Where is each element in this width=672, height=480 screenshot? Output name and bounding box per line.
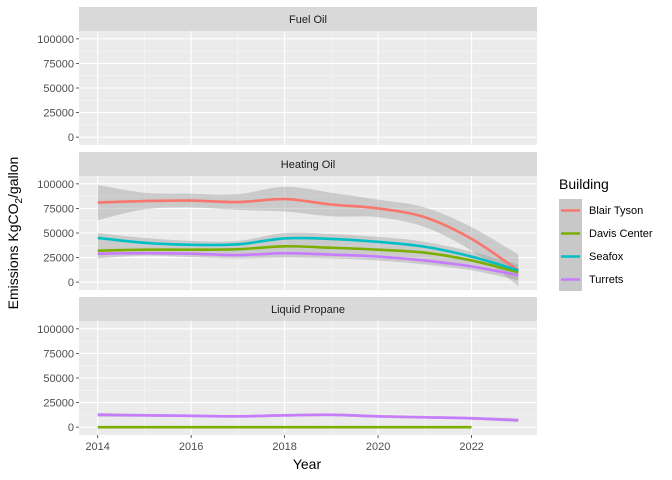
series-line-seafox (97, 236, 519, 272)
series-line-turrets (97, 413, 519, 422)
x-tick-label: 2014 (85, 441, 109, 453)
y-tick-label: 50000 (43, 83, 74, 95)
legend-items: Blair Tyson Davis Center Seafox Turrets (559, 199, 653, 291)
legend-label: Seafox (589, 251, 624, 263)
y-tick-label: 50000 (43, 228, 74, 240)
y-tick-label: 25000 (43, 398, 74, 410)
y-tick-label: 75000 (43, 58, 74, 70)
y-axis-title: Emissions KgCO2/gallon (5, 157, 25, 310)
strip-liquid-propane (79, 297, 537, 321)
x-axis: 2014 2016 2018 2020 2022 (85, 435, 484, 453)
legend-label: Davis Center (589, 228, 653, 240)
y-tick-label: 100000 (37, 324, 74, 336)
y-tick-label: 50000 (43, 373, 74, 385)
confidence-band-blair-tyson (97, 184, 519, 287)
series-line-blair-tyson (97, 197, 520, 272)
panel-fuel-oil: Fuel Oil 0 25000 50000 75000 100000 (37, 7, 537, 145)
strip-fuel-oil (79, 7, 537, 31)
legend-item-turrets: Turrets (559, 268, 624, 291)
y-axis-title-subscript: 2 (14, 198, 25, 204)
y-tick-label: 25000 (43, 253, 74, 265)
legend-item-davis-center: Davis Center (559, 222, 653, 245)
panel-heating-oil: Heating Oil 0 25000 50000 75000 100000 (37, 152, 537, 290)
panel-liquid-propane: Liquid Propane 0 25000 50000 75000 100000 (37, 297, 537, 435)
legend-item-blair-tyson: Blair Tyson (559, 199, 643, 222)
y-tick-label: 0 (68, 132, 74, 144)
y-tick-label: 75000 (43, 203, 74, 215)
y-axis-title-tail: /gallon (5, 157, 21, 198)
y-axis-title-main: Emissions KgCO (5, 203, 21, 309)
y-tick-label: 0 (68, 422, 74, 434)
y-tick-label: 75000 (43, 348, 74, 360)
x-tick-label: 2016 (179, 441, 203, 453)
series-line-turrets (97, 251, 519, 277)
y-tick-label: 25000 (43, 108, 74, 120)
strip-label-liquid-propane: Liquid Propane (271, 304, 345, 316)
x-tick-label: 2020 (366, 441, 390, 453)
y-tick-label: 100000 (37, 34, 74, 46)
legend-item-seafox: Seafox (559, 245, 624, 268)
strip-label-fuel-oil: Fuel Oil (289, 14, 327, 26)
strip-heating-oil (79, 152, 537, 176)
legend-title: Building (559, 176, 609, 192)
y-tick-label: 0 (68, 277, 74, 289)
legend-label: Blair Tyson (589, 205, 643, 217)
x-axis-title: Year (293, 456, 322, 472)
series-line-davis-center (97, 244, 519, 274)
strip-label-heating-oil: Heating Oil (281, 159, 335, 171)
y-tick-label: 100000 (37, 179, 74, 191)
x-tick-label: 2018 (272, 441, 296, 453)
x-tick-label: 2022 (459, 441, 483, 453)
legend: Building Blair Tyson Davis Center Seafox Tu… (559, 176, 653, 291)
legend-label: Turrets (589, 274, 624, 286)
